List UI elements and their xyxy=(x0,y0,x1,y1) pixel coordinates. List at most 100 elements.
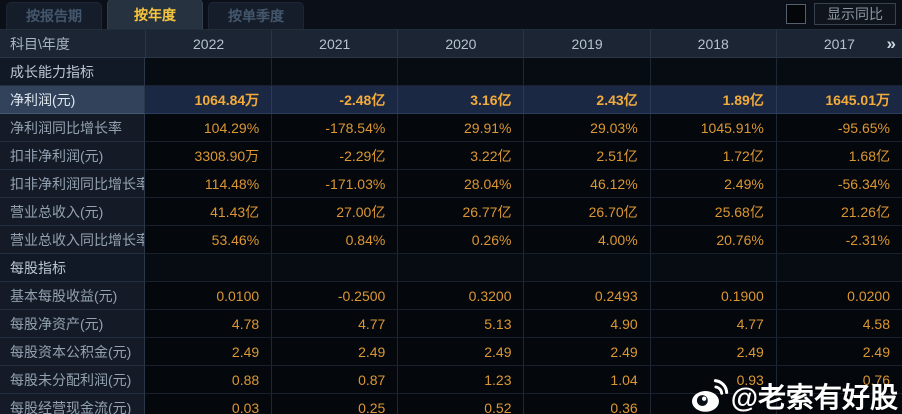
value-cell: 0.36 xyxy=(523,394,650,414)
show-yoy-checkbox[interactable] xyxy=(786,4,806,24)
value-cell: 0.1900 xyxy=(649,282,776,310)
value-cell: 1.89亿 xyxy=(649,86,776,114)
value-cell: 3.22亿 xyxy=(397,142,524,170)
value-cell xyxy=(145,58,272,86)
table-row[interactable]: 扣非净利润(元) 3308.90万 -2.29亿 3.22亿 2.51亿 1.72亿 1.6… xyxy=(0,142,902,170)
value-cell: 1.68亿 xyxy=(775,142,902,170)
value-cell: 0.84% xyxy=(271,226,398,254)
header-year-5[interactable]: 2018 xyxy=(649,30,776,57)
table-row[interactable]: 每股经营现金流(元) 0.03 0.25 0.52 0.36 xyxy=(0,394,902,414)
value-cell: 4.77 xyxy=(649,310,776,338)
table-row[interactable]: 每股资本公积金(元) 2.49 2.49 2.49 2.49 2.49 2.49 xyxy=(0,338,902,366)
value-cell: -0.2500 xyxy=(271,282,398,310)
value-cell xyxy=(649,254,776,282)
value-cell xyxy=(523,254,650,282)
show-yoy-label[interactable]: 显示同比 xyxy=(814,3,896,25)
header-year-1[interactable]: 2022 xyxy=(145,30,271,57)
value-cell: 0.26% xyxy=(397,226,524,254)
value-cell: 1645.01万 xyxy=(775,86,902,114)
header-label: 2020 xyxy=(445,35,477,52)
value-cell: 46.12% xyxy=(523,170,650,198)
value-cell: 0.52 xyxy=(397,394,524,414)
value-cell: 2.49 xyxy=(397,338,524,366)
value-cell xyxy=(649,394,776,414)
value-cell: 1064.84万 xyxy=(145,86,272,114)
header-year-6[interactable]: 2017 » xyxy=(775,30,902,57)
table-row[interactable]: 营业总收入(元) 41.43亿 27.00亿 26.77亿 26.70亿 25.68亿 21… xyxy=(0,198,902,226)
value-cell xyxy=(271,58,398,86)
value-cell: 27.00亿 xyxy=(271,198,398,226)
value-cell: 0.76 xyxy=(775,366,902,394)
value-cell xyxy=(775,394,902,414)
table-row[interactable]: 扣非净利润同比增长率 114.48% -171.03% 28.04% 46.12% 2.4… xyxy=(0,170,902,198)
value-cell: 0.88 xyxy=(145,366,272,394)
header-year-4[interactable]: 2019 xyxy=(523,30,649,57)
table-row[interactable]: 净利润同比增长率 104.29% -178.54% 29.91% 29.03% 1045.… xyxy=(0,114,902,142)
value-cell: 4.77 xyxy=(271,310,398,338)
value-cell: 29.03% xyxy=(523,114,650,142)
value-cell: -2.31% xyxy=(775,226,902,254)
table-row[interactable]: 营业总收入同比增长率 53.46% 0.84% 0.26% 4.00% 20.76% -2.… xyxy=(0,226,902,254)
value-cell xyxy=(145,254,272,282)
value-cell: 1.04 xyxy=(523,366,650,394)
header-label: 2017 xyxy=(823,35,855,52)
value-cell: 25.68亿 xyxy=(649,198,776,226)
value-cell: 0.87 xyxy=(271,366,398,394)
more-columns-icon[interactable]: » xyxy=(886,33,897,53)
value-cell: 2.49 xyxy=(775,338,902,366)
row-label: 净利润同比增长率 xyxy=(0,114,145,142)
header-subject-year: 科目\年度 xyxy=(0,30,145,57)
row-label: 营业总收入(元) xyxy=(0,198,145,226)
value-cell: 2.49 xyxy=(271,338,398,366)
tab-by-single-quarter[interactable]: 按单季度 xyxy=(208,2,304,29)
value-cell xyxy=(397,58,524,86)
value-cell: 2.43亿 xyxy=(523,86,650,114)
table-row[interactable]: 每股净资产(元) 4.78 4.77 5.13 4.90 4.77 4.58 xyxy=(0,310,902,338)
tab-by-year[interactable]: 按年度 xyxy=(107,0,203,29)
value-cell: 5.13 xyxy=(397,310,524,338)
header-year-2[interactable]: 2021 xyxy=(271,30,397,57)
header-label: 2022 xyxy=(193,35,225,52)
value-cell: -2.29亿 xyxy=(271,142,398,170)
value-cell: 3.16亿 xyxy=(397,86,524,114)
value-cell: 29.91% xyxy=(397,114,524,142)
value-cell xyxy=(649,58,776,86)
section-row: 成长能力指标 xyxy=(0,58,902,86)
value-cell: 53.46% xyxy=(145,226,272,254)
value-cell: -171.03% xyxy=(271,170,398,198)
period-tab-bar: 按报告期 按年度 按单季度 显示同比 xyxy=(0,0,902,30)
tab-by-report-period[interactable]: 按报告期 xyxy=(6,2,102,29)
table-row[interactable]: 每股未分配利润(元) 0.88 0.87 1.23 1.04 0.93 0.76 xyxy=(0,366,902,394)
section-row: 每股指标 xyxy=(0,254,902,282)
header-year-3[interactable]: 2020 xyxy=(397,30,523,57)
value-cell: -2.48亿 xyxy=(271,86,398,114)
value-cell: -178.54% xyxy=(271,114,398,142)
value-cell: 4.58 xyxy=(775,310,902,338)
row-label: 成长能力指标 xyxy=(0,58,145,86)
value-cell: 3308.90万 xyxy=(145,142,272,170)
table-body: 成长能力指标 净利润(元) 1064.84万 -2.48亿 3.16亿 2.43亿 1.89… xyxy=(0,58,902,414)
row-label: 每股未分配利润(元) xyxy=(0,366,145,394)
row-label: 扣非净利润同比增长率 xyxy=(0,170,145,198)
value-cell: 20.76% xyxy=(649,226,776,254)
row-label: 基本每股收益(元) xyxy=(0,282,145,310)
table-row[interactable]: 净利润(元) 1064.84万 -2.48亿 3.16亿 2.43亿 1.89亿 1645.… xyxy=(0,86,902,114)
value-cell: 2.49% xyxy=(649,170,776,198)
value-cell: 0.03 xyxy=(145,394,272,414)
value-cell: 2.49 xyxy=(649,338,776,366)
yoy-controls: 显示同比 xyxy=(786,3,896,25)
value-cell: 41.43亿 xyxy=(145,198,272,226)
row-label: 净利润(元) xyxy=(0,86,145,114)
value-cell xyxy=(775,254,902,282)
table-row[interactable]: 基本每股收益(元) 0.0100 -0.2500 0.3200 0.2493 0.1900… xyxy=(0,282,902,310)
value-cell: 114.48% xyxy=(145,170,272,198)
value-cell: 2.51亿 xyxy=(523,142,650,170)
table-header-row: 科目\年度 2022 2021 2020 2019 2018 2017 » xyxy=(0,30,902,58)
value-cell: -56.34% xyxy=(775,170,902,198)
value-cell xyxy=(775,58,902,86)
value-cell: 0.0200 xyxy=(775,282,902,310)
row-label: 每股经营现金流(元) xyxy=(0,394,145,414)
value-cell: 4.00% xyxy=(523,226,650,254)
value-cell xyxy=(397,254,524,282)
